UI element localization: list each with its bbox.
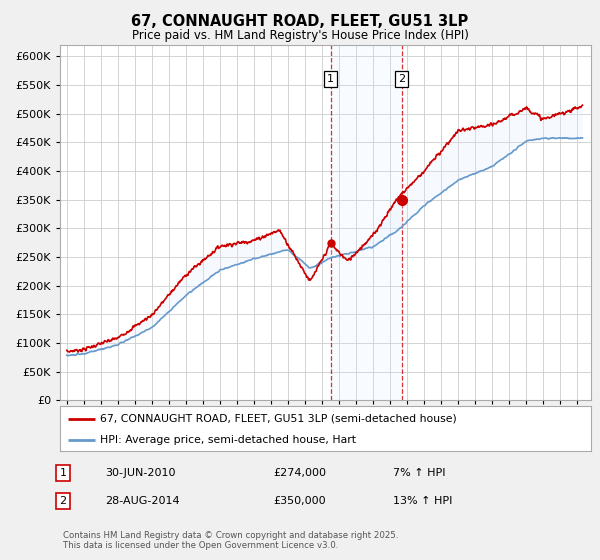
Text: £350,000: £350,000 [273,496,326,506]
Text: 67, CONNAUGHT ROAD, FLEET, GU51 3LP: 67, CONNAUGHT ROAD, FLEET, GU51 3LP [131,14,469,29]
Text: 1: 1 [327,74,334,84]
Text: 67, CONNAUGHT ROAD, FLEET, GU51 3LP (semi-detached house): 67, CONNAUGHT ROAD, FLEET, GU51 3LP (sem… [100,413,457,423]
Text: HPI: Average price, semi-detached house, Hart: HPI: Average price, semi-detached house,… [100,435,356,445]
Text: 28-AUG-2014: 28-AUG-2014 [105,496,179,506]
Text: 1: 1 [59,468,67,478]
Text: Price paid vs. HM Land Registry's House Price Index (HPI): Price paid vs. HM Land Registry's House … [131,29,469,42]
Text: £274,000: £274,000 [273,468,326,478]
Text: Contains HM Land Registry data © Crown copyright and database right 2025.
This d: Contains HM Land Registry data © Crown c… [63,530,398,550]
Text: 7% ↑ HPI: 7% ↑ HPI [393,468,445,478]
Text: 30-JUN-2010: 30-JUN-2010 [105,468,176,478]
Text: 2: 2 [398,74,405,84]
Bar [331,45,401,400]
Text: 13% ↑ HPI: 13% ↑ HPI [393,496,452,506]
Text: 2: 2 [59,496,67,506]
